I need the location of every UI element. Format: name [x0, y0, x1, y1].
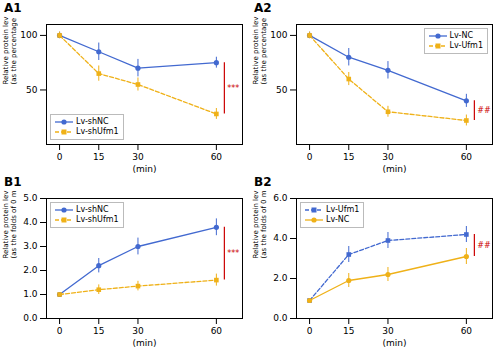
svg-text:30: 30: [382, 326, 394, 336]
svg-text:2.0: 2.0: [23, 265, 38, 275]
svg-text:***: ***: [227, 84, 239, 93]
html-text:Lv-shUfm1: Lv-shUfm1: [76, 215, 119, 224]
svg-text:Relative protein levels(as the: Relative protein levels(as the percentag…: [2, 16, 18, 85]
svg-text:##: ##: [477, 241, 491, 250]
svg-text:15: 15: [93, 326, 104, 336]
svg-text:50: 50: [276, 85, 288, 95]
svg-text:3.0: 3.0: [23, 241, 38, 251]
svg-text:Relative protein levels(as the: Relative protein levels(as the folds of …: [2, 190, 18, 259]
html-text:B2: B2: [254, 175, 272, 189]
svg-text:0.0: 0.0: [273, 313, 288, 323]
svg-text:4.0: 4.0: [23, 217, 38, 227]
svg-text:(min): (min): [383, 164, 407, 174]
svg-text:0: 0: [307, 152, 313, 162]
svg-text:30: 30: [132, 326, 144, 336]
svg-text:15: 15: [343, 326, 354, 336]
svg-text:30: 30: [382, 152, 394, 162]
svg-text:(min): (min): [133, 338, 157, 348]
svg-text:0.0: 0.0: [23, 313, 38, 323]
html-text:B1: B1: [4, 175, 22, 189]
svg-text:30: 30: [132, 152, 144, 162]
svg-text:60: 60: [461, 152, 473, 162]
svg-text:100: 100: [20, 30, 37, 40]
svg-text:100: 100: [270, 30, 287, 40]
svg-text:60: 60: [211, 152, 223, 162]
svg-text:15: 15: [343, 152, 354, 162]
html-text:Lv-NC: Lv-NC: [449, 31, 473, 40]
html-text:Lv-shNC: Lv-shNC: [76, 205, 109, 214]
svg-text:2.0: 2.0: [273, 273, 288, 283]
svg-text:0: 0: [307, 326, 313, 336]
svg-text:50: 50: [26, 85, 38, 95]
svg-text:(min): (min): [383, 338, 407, 348]
svg-text:60: 60: [461, 326, 473, 336]
svg-text:0: 0: [57, 326, 63, 336]
svg-text:1.0: 1.0: [23, 289, 38, 299]
svg-text:(min): (min): [133, 164, 157, 174]
html-text:Lv-Ufm1: Lv-Ufm1: [326, 205, 360, 214]
svg-text:4.0: 4.0: [273, 233, 288, 243]
html-text:Lv-shUfm1: Lv-shUfm1: [76, 127, 119, 136]
svg-text:Relative protein levels(as the: Relative protein levels(as the folds of …: [252, 190, 268, 259]
svg-text:##: ##: [477, 106, 491, 115]
svg-text:0: 0: [57, 152, 63, 162]
html-text:Lv-shNC: Lv-shNC: [76, 117, 109, 126]
svg-text:Relative protein levels(as the: Relative protein levels(as the percentag…: [252, 16, 268, 85]
svg-text:***: ***: [227, 249, 239, 258]
html-text:Lv-NC: Lv-NC: [326, 215, 350, 224]
html-text:A2: A2: [254, 1, 272, 15]
html-text:A1: A1: [4, 1, 22, 15]
svg-text:5.0: 5.0: [23, 193, 38, 203]
html-text:Lv-Ufm1: Lv-Ufm1: [449, 41, 483, 50]
svg-text:60: 60: [211, 326, 223, 336]
svg-text:15: 15: [93, 152, 104, 162]
svg-text:6.0: 6.0: [273, 193, 288, 203]
